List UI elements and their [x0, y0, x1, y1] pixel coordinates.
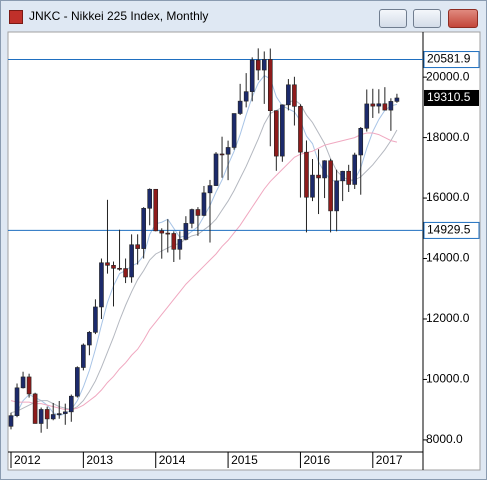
candle-body: [207, 185, 213, 194]
candle-body: [328, 160, 333, 212]
x-tick-label: 2015: [231, 453, 258, 467]
candle-body: [274, 110, 279, 157]
candle-body: [44, 409, 50, 420]
candle-body: [183, 223, 189, 240]
x-tick-label: 2012: [14, 453, 41, 467]
candle-body: [69, 395, 74, 413]
candle-body: [310, 174, 315, 198]
candle-body: [388, 101, 394, 111]
candle-body: [189, 209, 195, 224]
candle-body: [370, 103, 376, 107]
maximize-button[interactable]: [413, 9, 441, 28]
title-bar: JNKC - Nikkei 225 Index, Monthly: [1, 1, 486, 31]
minimize-button[interactable]: [379, 9, 407, 28]
candle-body: [135, 244, 140, 249]
candle-body: [316, 174, 321, 179]
candle-body: [225, 147, 231, 155]
candle-body: [26, 376, 32, 395]
candle-body: [292, 84, 297, 107]
candle-body: [340, 170, 345, 182]
x-tick-label: 2017: [376, 453, 403, 467]
candle-body: [87, 332, 92, 346]
candle-body: [322, 160, 327, 179]
candle-body: [304, 151, 309, 198]
candle-body: [237, 100, 243, 114]
candle-body: [231, 113, 237, 148]
candle-body: [267, 59, 273, 111]
candle-body: [334, 180, 339, 212]
app-icon: [9, 10, 23, 24]
candle-body: [50, 414, 56, 420]
x-tick-label: 2013: [86, 453, 113, 467]
candle-body: [159, 230, 165, 234]
candle-body: [93, 306, 98, 333]
candle-body: [195, 209, 201, 216]
candle-body: [364, 103, 370, 129]
last-price-label: 19310.5: [427, 90, 471, 104]
candle-body: [14, 387, 20, 416]
candle-body: [249, 59, 255, 92]
candle-body: [62, 411, 68, 414]
price-label-box: [423, 51, 480, 69]
candle-body: [298, 106, 303, 153]
y-tick-label: 14000.0: [426, 251, 470, 265]
candle-body: [346, 170, 351, 185]
y-tick-label: 8000.0: [426, 432, 463, 446]
candle-body: [358, 127, 364, 156]
candle-body: [56, 413, 62, 415]
y-tick-label: 18000.0: [426, 130, 470, 144]
candle-body: [111, 265, 116, 269]
candle-body: [117, 267, 122, 270]
candle-body: [352, 154, 358, 185]
candle-body: [123, 268, 128, 278]
close-button[interactable]: [448, 9, 478, 28]
price-label: 14929.5: [427, 223, 471, 237]
candle-body: [286, 84, 291, 106]
moving-average-line: [10, 132, 398, 411]
candle-body: [8, 415, 14, 427]
y-tick-label: 20000.0: [426, 69, 470, 83]
candle-body: [376, 103, 382, 107]
x-tick-label: 2014: [159, 453, 186, 467]
candle-body: [213, 153, 219, 186]
price-label: 20581.9: [427, 52, 471, 66]
candle-body: [81, 344, 86, 368]
candle-body: [105, 262, 110, 266]
candle-body: [153, 188, 159, 232]
y-tick-label: 12000.0: [426, 311, 470, 325]
candle-body: [75, 367, 80, 397]
candle-body: [261, 59, 267, 71]
candle-body: [165, 232, 171, 235]
candle-body: [171, 233, 177, 250]
candle-body: [394, 97, 400, 102]
chart-area: [7, 31, 481, 471]
candle-body: [99, 262, 104, 308]
window-title: JNKC - Nikkei 225 Index, Monthly: [29, 9, 209, 23]
candle-body: [243, 91, 249, 102]
candle-body: [129, 244, 134, 278]
candle-body: [280, 104, 285, 157]
candle-body: [201, 192, 207, 216]
candle-body: [38, 409, 44, 424]
candle-body: [20, 376, 26, 389]
candle-body: [219, 153, 225, 156]
y-tick-label: 10000.0: [426, 372, 470, 386]
candle-body: [382, 103, 388, 111]
price-label-box: [423, 221, 480, 239]
candle-body: [147, 188, 152, 209]
last-price-box: [424, 89, 479, 106]
candle-body: [255, 59, 261, 71]
y-tick-label: 16000.0: [426, 190, 470, 204]
candle-body: [177, 239, 183, 250]
candle-body: [141, 207, 146, 249]
x-tick-label: 2016: [303, 453, 330, 467]
candle-body: [32, 393, 38, 424]
